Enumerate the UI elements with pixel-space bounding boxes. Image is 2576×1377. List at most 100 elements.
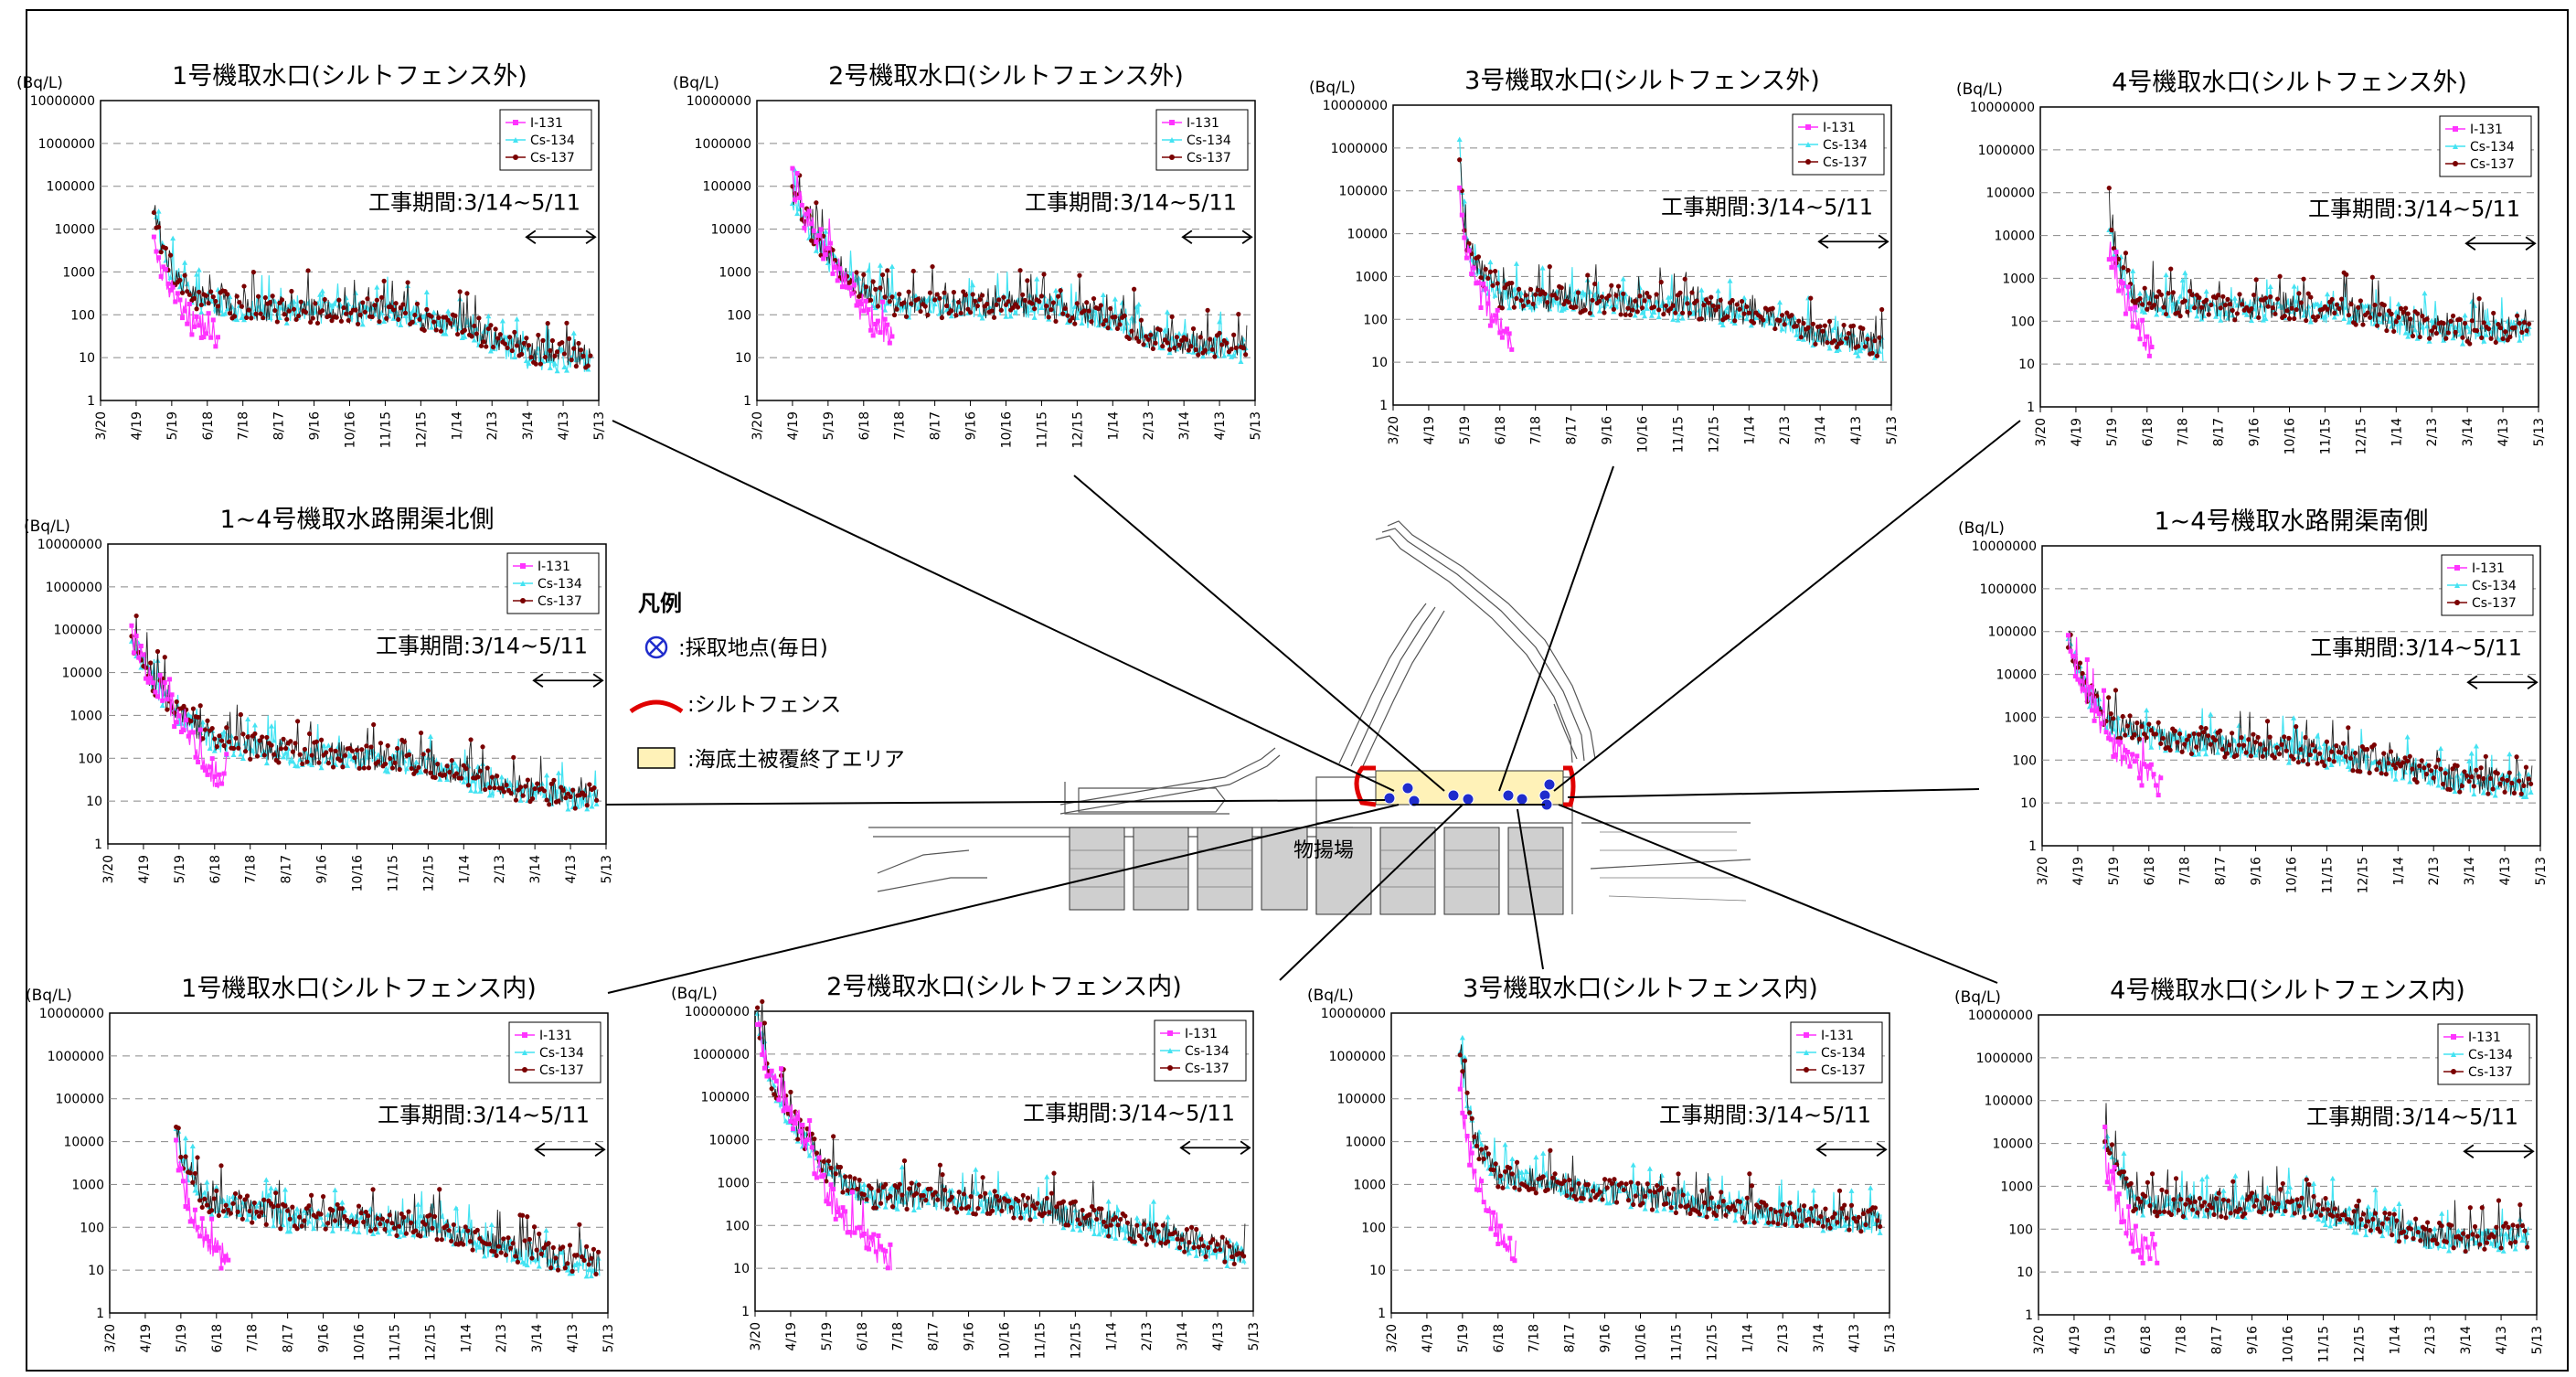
x-tick-label: 3/20 (2036, 857, 2050, 885)
y-tick-label: 100000 (1986, 187, 2035, 201)
chart-title: 2号機取水口(シルトフェンス外) (828, 62, 1184, 91)
point-cs137 (541, 1245, 547, 1251)
point-cs134 (186, 711, 192, 717)
legend-entry: Cs-134 (2468, 1048, 2513, 1062)
point-cs137 (1676, 1171, 1681, 1177)
point-cs134 (586, 1266, 592, 1273)
point-cs137 (454, 331, 461, 337)
point-cs134 (2395, 301, 2401, 307)
point-cs134 (1698, 287, 1705, 293)
point-cs134 (2240, 1194, 2246, 1200)
x-tick-label: 5/13 (1247, 1322, 1261, 1350)
point-cs137 (1089, 1203, 1095, 1210)
point-cs137 (814, 1150, 820, 1156)
point-cs137 (375, 1215, 380, 1222)
map-detail-lines (1070, 831, 1747, 902)
point-i131 (136, 655, 142, 660)
point-cs137 (424, 306, 430, 313)
point-cs137 (1528, 286, 1534, 293)
point-cs137 (2415, 311, 2421, 316)
point-cs134 (2142, 309, 2148, 315)
point-i131 (809, 221, 814, 227)
point-cs137 (384, 315, 389, 321)
point-i131 (833, 1216, 838, 1222)
point-i131 (1469, 272, 1474, 277)
point-cs137 (942, 290, 947, 295)
point-cs137 (457, 289, 463, 294)
x-tick-label: 10/16 (2285, 857, 2300, 893)
point-cs137 (1516, 286, 1522, 292)
point-cs137 (2315, 761, 2320, 766)
point-cs134 (1791, 314, 1797, 320)
point-cs137 (2448, 318, 2454, 324)
point-i131 (1457, 1086, 1463, 1092)
point-cs137 (2422, 1226, 2428, 1232)
point-cs137 (1027, 1217, 1033, 1222)
point-cs137 (1206, 1244, 1211, 1250)
silt-fence-right (1563, 765, 1576, 807)
x-tick-label: 11/15 (2318, 418, 2333, 454)
point-i131 (187, 1219, 193, 1224)
point-cs137 (1198, 335, 1203, 340)
point-cs137 (1169, 314, 1175, 320)
point-i131 (2139, 783, 2145, 788)
point-cs137 (1561, 1179, 1568, 1184)
point-cs137 (304, 759, 310, 764)
point-cs134 (2148, 744, 2155, 750)
point-cs137 (812, 1137, 817, 1142)
point-cs137 (181, 703, 186, 709)
point-cs137 (293, 741, 298, 746)
point-i131 (861, 1231, 867, 1236)
point-i131 (1462, 1114, 1467, 1119)
y-tick-label: 100 (1363, 313, 1388, 327)
point-cs137 (133, 613, 139, 619)
point-cs137 (1725, 314, 1730, 319)
y-axis-unit: (Bq/L) (1307, 987, 1354, 1005)
point-cs134 (2232, 1173, 2239, 1179)
point-cs137 (203, 293, 209, 298)
point-cs134 (477, 788, 484, 794)
point-cs137 (523, 784, 528, 789)
point-cs137 (2408, 1226, 2414, 1232)
point-cs134 (370, 1231, 377, 1237)
point-i131 (2142, 341, 2147, 347)
point-i131 (2144, 763, 2149, 769)
point-cs134 (2204, 1173, 2210, 1180)
point-cs137 (2134, 721, 2140, 726)
point-cs134 (570, 330, 577, 336)
point-cs137 (1689, 290, 1695, 295)
point-cs134 (1029, 307, 1036, 313)
point-cs137 (1801, 320, 1806, 326)
chart-8: 2号機取水口(シルトフェンス内)(Bq/L)110100100010000100… (671, 973, 1261, 1359)
x-tick-label: 1/14 (1106, 411, 1121, 441)
point-cs137 (553, 1255, 559, 1261)
x-tick-label: 4/13 (2498, 857, 2513, 885)
point-cs137 (1070, 315, 1075, 321)
point-cs137 (2346, 313, 2351, 318)
charts-layer: 1号機取水口(シルトフェンス外)(Bq/L)110100100010000100… (16, 62, 2549, 1362)
point-cs134 (283, 320, 290, 326)
legend-entry: Cs-134 (538, 577, 582, 592)
point-cs137 (2152, 1209, 2157, 1214)
point-cs137 (1545, 1187, 1550, 1192)
point-i131 (1497, 1223, 1503, 1229)
point-cs137 (1746, 310, 1751, 315)
point-cs137 (1747, 1171, 1752, 1177)
point-cs134 (1462, 1054, 1468, 1060)
point-cs137 (1625, 305, 1631, 311)
point-cs137 (2214, 1196, 2219, 1201)
point-cs137 (1741, 311, 1747, 316)
point-cs134 (2396, 1201, 2402, 1207)
sampling-point-9 (1401, 782, 1414, 795)
x-tick-label: 8/17 (272, 411, 287, 440)
point-cs137 (339, 1206, 345, 1212)
series-line-cs137 (131, 615, 599, 809)
point-cs137 (998, 307, 1004, 313)
point-cs137 (306, 1203, 312, 1209)
point-cs137 (2419, 758, 2424, 763)
point-cs137 (2203, 725, 2209, 731)
point-cs134 (2196, 751, 2202, 757)
point-cs137 (1801, 1203, 1807, 1209)
y-tick-label: 10 (1369, 1264, 1386, 1278)
point-cs134 (2324, 764, 2330, 770)
